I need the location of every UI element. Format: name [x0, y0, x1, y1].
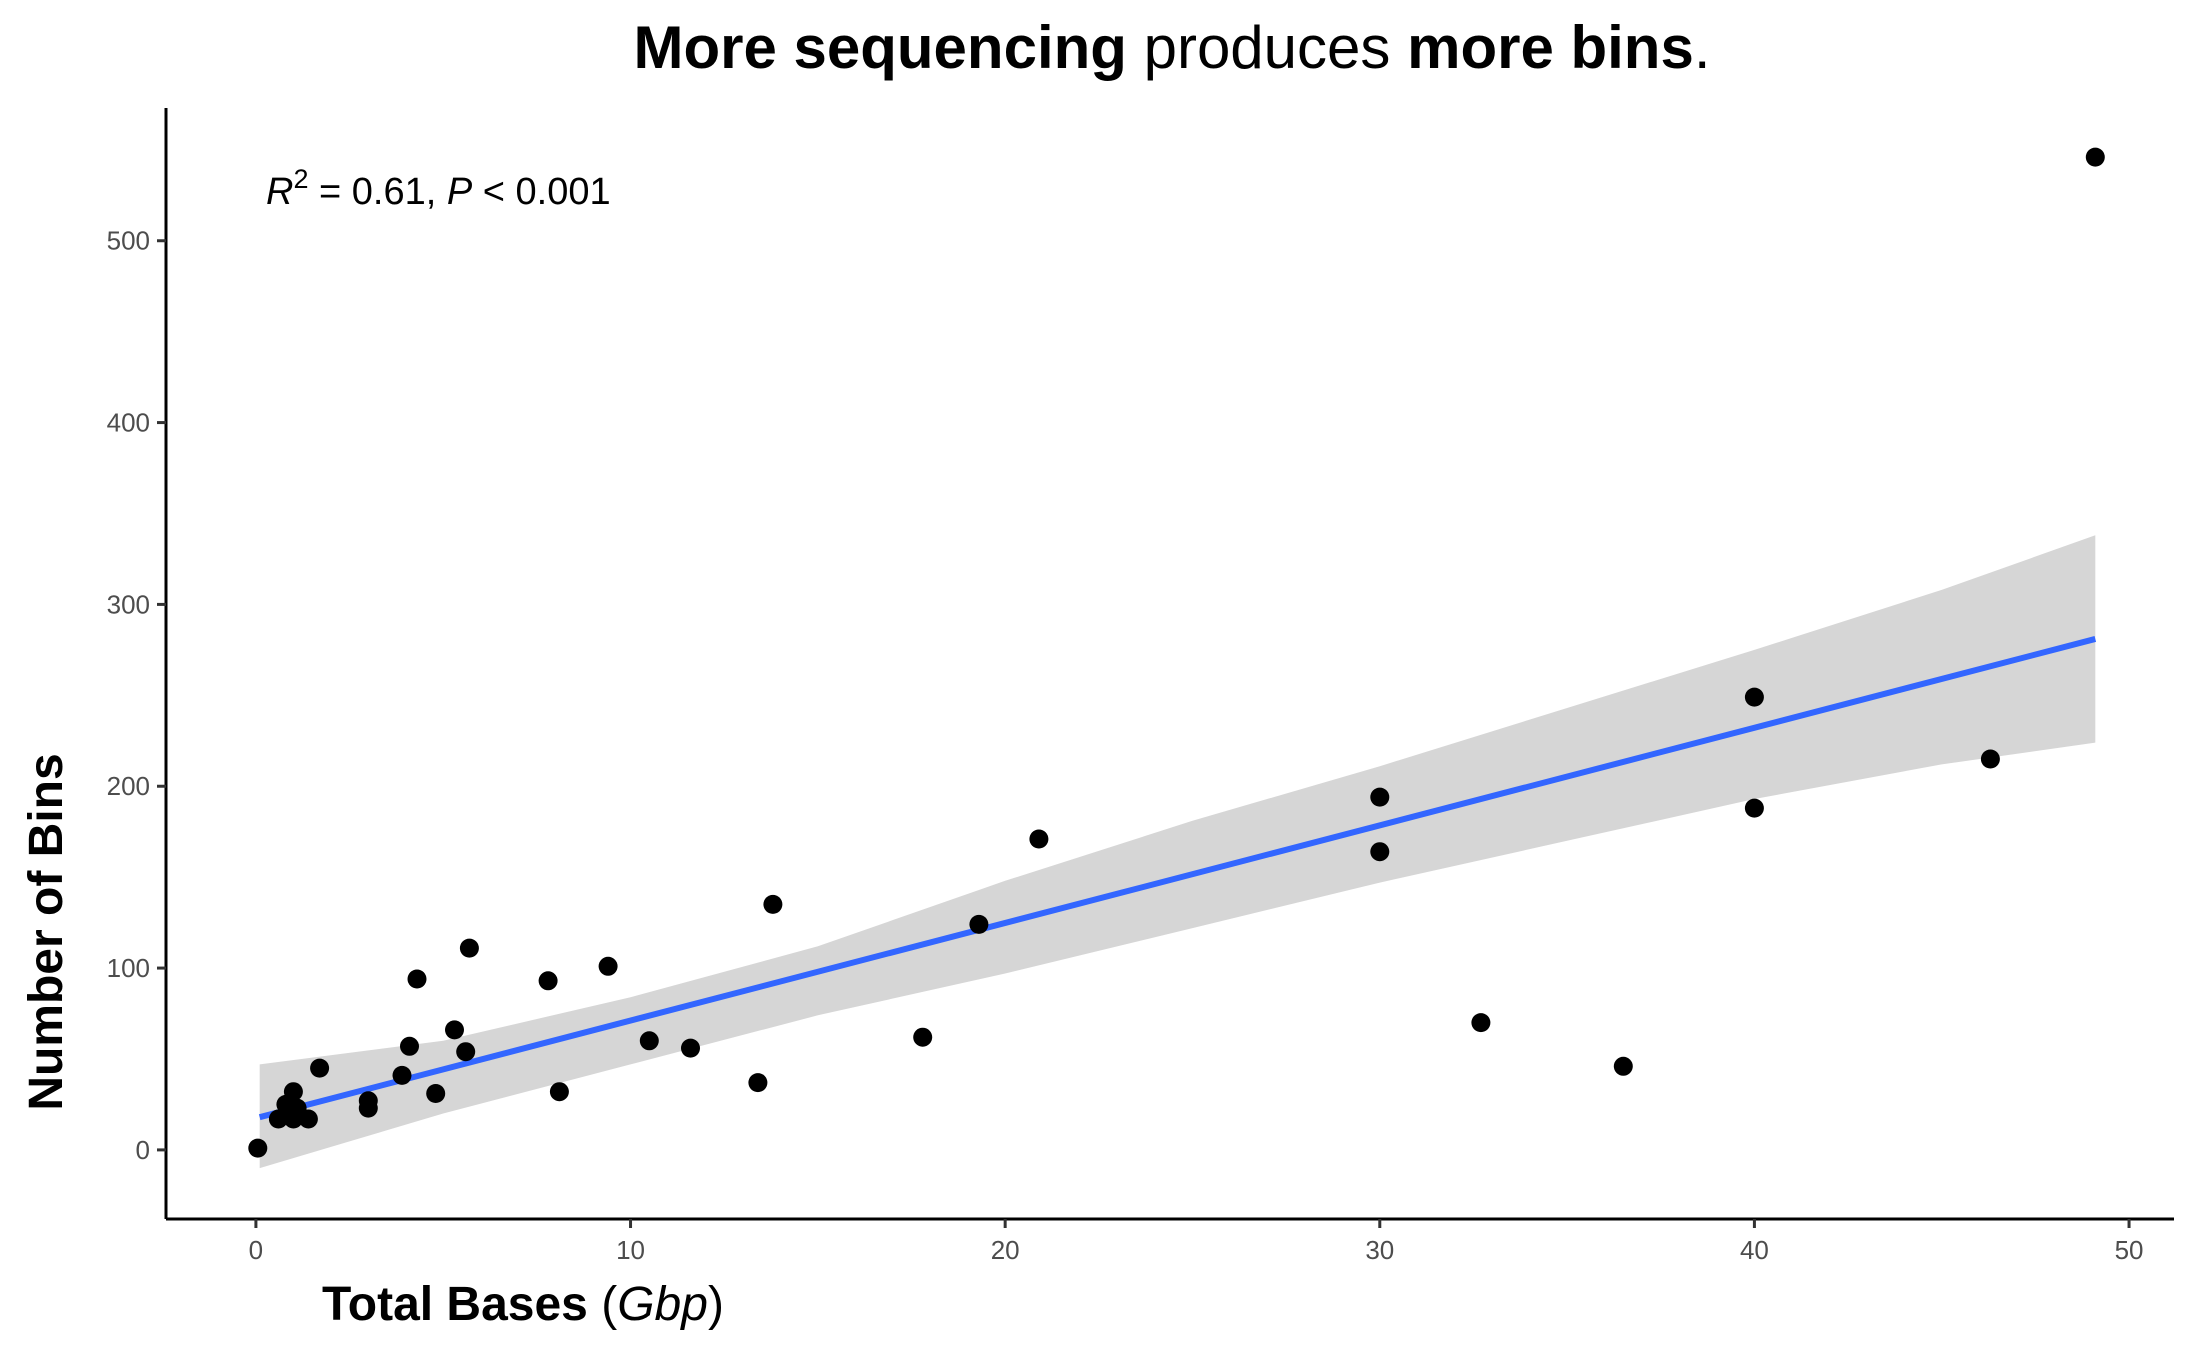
x-axis-title: Total Bases (Gbp) — [322, 1278, 724, 1331]
x-tick-label-20: 20 — [991, 1235, 1020, 1265]
data-point-2 — [268, 1109, 288, 1129]
confidence-band — [259, 535, 2096, 1169]
annotation-rest: < 0.001 — [472, 171, 610, 213]
y-tick-label-100: 100 — [107, 953, 150, 983]
data-point-5 — [283, 1082, 303, 1102]
data-point-8 — [310, 1058, 330, 1078]
x-tick-label-50: 50 — [2115, 1235, 2144, 1265]
x-tick-label-40: 40 — [1740, 1235, 1769, 1265]
annotation-r: R — [266, 171, 293, 213]
x-tick-label-30: 30 — [1365, 1235, 1394, 1265]
data-point-24 — [763, 894, 783, 914]
data-point-30 — [1471, 1013, 1491, 1033]
data-point-26 — [969, 914, 989, 934]
data-point-18 — [538, 971, 558, 991]
data-point-10 — [358, 1091, 378, 1111]
y-tick-label-200: 200 — [107, 771, 150, 801]
data-point-7 — [298, 1109, 318, 1129]
data-point-16 — [456, 1042, 476, 1062]
data-point-33 — [1744, 798, 1764, 818]
y-tick-label-500: 500 — [107, 226, 150, 256]
x-axis-title-unit: Gbp — [617, 1278, 708, 1331]
data-point-35 — [2085, 147, 2105, 167]
data-point-19 — [549, 1082, 569, 1102]
chart-title: More sequencing produces more bins. — [634, 14, 1711, 81]
y-tick-label-0: 0 — [136, 1135, 150, 1165]
data-point-12 — [400, 1036, 419, 1056]
y-tick-label-300: 300 — [107, 589, 150, 619]
data-point-27 — [1029, 829, 1049, 849]
data-point-15 — [445, 1020, 464, 1040]
x-tick-label-0: 0 — [249, 1235, 263, 1265]
annotation-eq: = 0.61, — [308, 171, 446, 213]
title-part-2: produces — [1127, 14, 1407, 81]
regression-line — [258, 636, 2097, 1121]
data-point-13 — [407, 969, 427, 989]
data-point-21 — [639, 1031, 659, 1051]
regression-line-layer — [258, 636, 2097, 1121]
axes: 0 100 200 300 400 500 0 10 20 30 40 50 — [107, 108, 2174, 1265]
data-point-14 — [426, 1084, 446, 1103]
title-part-4: . — [1694, 14, 1711, 81]
stats-annotation: R2 = 0.61, P < 0.001 — [266, 164, 611, 213]
data-point-23 — [748, 1073, 768, 1093]
title-part-3: more bins — [1407, 14, 1694, 81]
data-points-layer — [248, 147, 2105, 1158]
x-tick-label-10: 10 — [616, 1235, 645, 1265]
data-point-20 — [598, 956, 618, 976]
data-point-28 — [1370, 787, 1390, 807]
data-point-31 — [1613, 1056, 1633, 1076]
annotation-sup: 2 — [293, 164, 308, 194]
data-point-1 — [248, 1138, 268, 1158]
data-point-17 — [459, 938, 479, 958]
x-axis-title-open: ( — [588, 1278, 617, 1331]
data-point-25 — [913, 1027, 933, 1047]
y-axis-title: Number of Bins — [20, 753, 73, 1110]
data-point-34 — [1980, 749, 2000, 769]
data-point-29 — [1370, 842, 1390, 862]
data-point-11 — [392, 1065, 412, 1085]
title-part-1: More sequencing — [634, 14, 1127, 81]
data-point-22 — [681, 1038, 700, 1058]
x-axis-title-close: ) — [708, 1278, 724, 1331]
confidence-band-layer — [259, 535, 2096, 1169]
x-axis-title-main: Total Bases — [322, 1278, 588, 1331]
data-point-32 — [1744, 687, 1764, 707]
annotation-p: P — [447, 171, 473, 213]
y-tick-label-400: 400 — [107, 408, 150, 438]
